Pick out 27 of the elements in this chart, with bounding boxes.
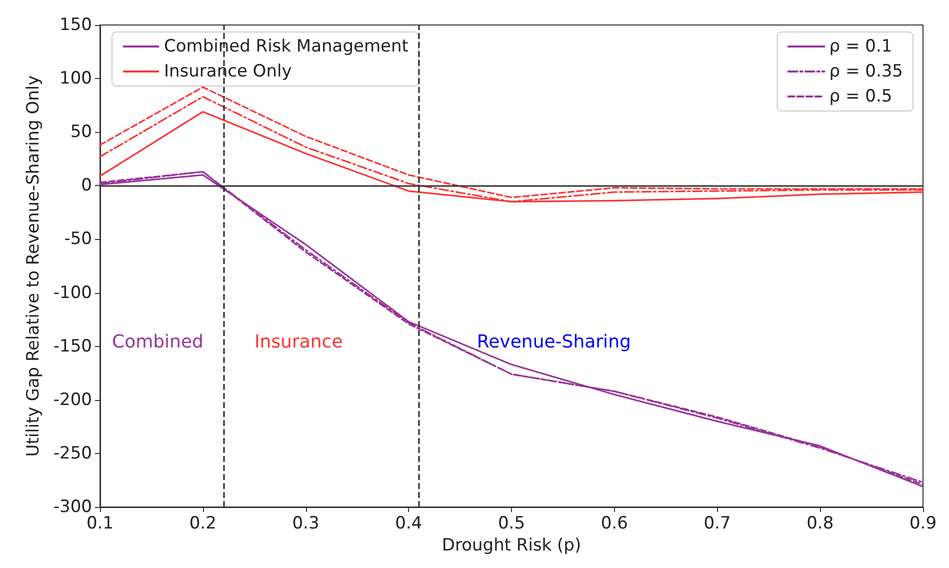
- x-tick-label: 0.5: [498, 514, 526, 534]
- annotation: Insurance Only: [164, 62, 292, 82]
- x-tick-label: 0.3: [292, 514, 320, 534]
- x-tick-label: 0.4: [395, 514, 422, 534]
- y-tick-label: 100: [60, 68, 92, 89]
- legend-label: ρ = 0.35: [829, 62, 904, 82]
- y-tick-label: -250: [53, 443, 92, 464]
- legend-label: ρ = 0.1: [829, 36, 892, 56]
- x-tick-label: 0.8: [806, 514, 834, 534]
- x-tick-label: 0.6: [600, 514, 628, 534]
- y-tick-label: 0: [81, 176, 92, 196]
- y-tick-label: -100: [53, 282, 92, 303]
- annotation: Combined: [112, 332, 204, 352]
- y-tick-label: -150: [53, 336, 92, 356]
- y-axis-title: Utility Gap Relative to Revenue-Sharing Only: [24, 75, 44, 457]
- x-tick-label: 0.7: [704, 514, 731, 534]
- y-tick-label: -200: [53, 390, 92, 410]
- annotation: Insurance: [254, 332, 343, 352]
- y-tick-label: -50: [64, 229, 92, 250]
- y-tick-label: 50: [70, 122, 92, 142]
- annotation: Combined Risk Management: [164, 36, 409, 56]
- x-tick-label: 0.9: [909, 514, 937, 534]
- x-axis-title: Drought Risk (p): [442, 536, 582, 556]
- annotation: Revenue-Sharing: [476, 332, 631, 352]
- y-tick-label: 150: [60, 15, 92, 35]
- legend-label: ρ = 0.5: [829, 86, 892, 106]
- x-tick-label: 0.2: [189, 514, 216, 534]
